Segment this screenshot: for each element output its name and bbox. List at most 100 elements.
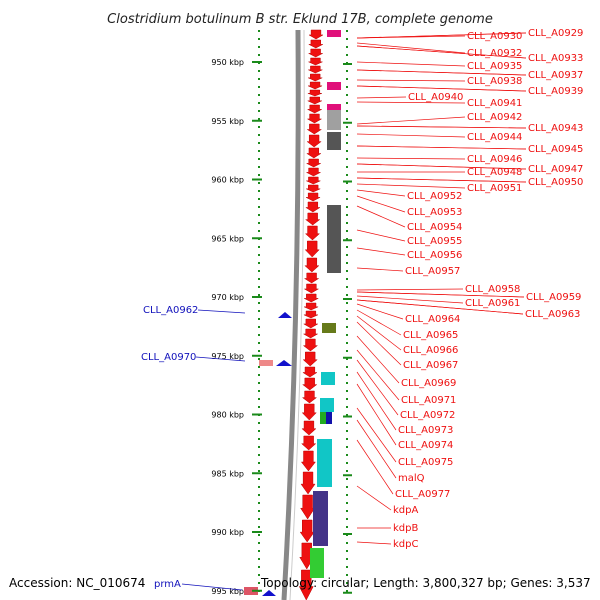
gene-label[interactable]: CLL_A0977 xyxy=(395,489,450,500)
gene-label[interactable]: CLL_A0930 xyxy=(467,31,522,42)
gene-label[interactable]: CLL_A0933 xyxy=(528,53,583,64)
gene-label[interactable]: CLL_A0954 xyxy=(407,222,462,233)
gene-label[interactable]: CLL_A0939 xyxy=(528,86,583,97)
gene-label[interactable]: CLL_A0947 xyxy=(528,164,583,175)
gene-label[interactable]: CLL_A0935 xyxy=(467,61,522,72)
gene-label[interactable]: CLL_A0956 xyxy=(407,250,462,261)
gene-arrow[interactable] xyxy=(300,471,316,495)
gene-arrow[interactable] xyxy=(308,73,323,82)
gene-arrow[interactable] xyxy=(308,65,323,74)
feature-block[interactable] xyxy=(313,491,328,546)
gene-arrow[interactable] xyxy=(308,39,323,49)
gene-arrow[interactable] xyxy=(305,201,321,213)
gene-label[interactable]: prmA xyxy=(154,579,181,590)
gene-label[interactable]: CLL_A0971 xyxy=(401,395,456,406)
feature-block[interactable] xyxy=(322,323,336,333)
gene-label[interactable]: CLL_A0929 xyxy=(528,28,583,39)
reverse-gene-marker[interactable] xyxy=(262,590,276,596)
feature-block[interactable] xyxy=(327,110,341,130)
gene-label[interactable]: CLL_A0965 xyxy=(403,330,458,341)
gene-label[interactable]: CLL_A0941 xyxy=(467,98,522,109)
gene-arrow[interactable] xyxy=(300,494,316,520)
gene-arrow[interactable] xyxy=(306,167,321,177)
gene-arrow[interactable] xyxy=(299,519,315,543)
gene-arrow[interactable] xyxy=(301,390,318,404)
reverse-gene-marker[interactable] xyxy=(278,312,292,318)
gene-label[interactable]: CLL_A0964 xyxy=(405,314,460,325)
gene-label[interactable]: CLL_A0952 xyxy=(407,191,462,202)
gene-arrow[interactable] xyxy=(307,96,322,105)
gene-label[interactable]: CLL_A0969 xyxy=(401,378,456,389)
gene-arrow[interactable] xyxy=(304,240,320,258)
gene-arrow[interactable] xyxy=(302,318,319,329)
gene-label[interactable]: CLL_A0948 xyxy=(467,167,522,178)
gene-arrow[interactable] xyxy=(303,283,320,294)
gene-arrow[interactable] xyxy=(301,435,317,451)
gene-arrow[interactable] xyxy=(304,257,320,273)
gene-arrow[interactable] xyxy=(308,29,324,40)
gene-arrow[interactable] xyxy=(306,158,321,168)
gene-label[interactable]: kdpC xyxy=(393,539,418,550)
feature-block[interactable] xyxy=(320,412,326,424)
gene-arrow[interactable] xyxy=(308,57,323,66)
gene-arrow[interactable] xyxy=(308,48,323,58)
gene-label[interactable]: CLL_A0943 xyxy=(528,123,583,134)
gene-arrow[interactable] xyxy=(306,147,322,159)
gene-label[interactable]: CLL_A0972 xyxy=(400,410,455,421)
gene-label[interactable]: CLL_A0944 xyxy=(467,132,522,143)
gene-arrow[interactable] xyxy=(302,377,318,391)
gene-arrow[interactable] xyxy=(306,134,322,148)
feature-block[interactable] xyxy=(326,412,332,424)
feature-block[interactable] xyxy=(321,372,335,385)
gene-label[interactable]: CLL_A0961 xyxy=(465,298,520,309)
gene-arrow[interactable] xyxy=(304,212,321,226)
gene-arrow[interactable] xyxy=(307,104,322,114)
feature-block[interactable] xyxy=(327,82,341,90)
gene-arrow[interactable] xyxy=(303,272,320,284)
gene-arrow[interactable] xyxy=(302,338,319,352)
gene-arrow[interactable] xyxy=(301,420,317,436)
gene-label[interactable]: CLL_A0958 xyxy=(465,284,520,295)
gene-label[interactable]: CLL_A0962 xyxy=(143,305,198,316)
gene-arrow[interactable] xyxy=(303,310,319,319)
gene-label[interactable]: CLL_A0942 xyxy=(467,112,522,123)
gene-label[interactable]: CLL_A0950 xyxy=(528,177,583,188)
feature-block[interactable] xyxy=(327,104,341,110)
gene-arrow[interactable] xyxy=(304,293,319,303)
gene-arrow[interactable] xyxy=(306,123,323,135)
gene-label[interactable]: CLL_A0953 xyxy=(407,207,462,218)
gene-arrow[interactable] xyxy=(303,302,319,311)
gene-label[interactable]: CLL_A0937 xyxy=(528,70,583,81)
gene-label[interactable]: CLL_A0970 xyxy=(141,352,196,363)
feature-block[interactable] xyxy=(310,548,324,578)
gene-label[interactable]: CLL_A0932 xyxy=(467,48,522,59)
gene-arrow[interactable] xyxy=(307,81,323,90)
gene-arrow[interactable] xyxy=(302,366,318,378)
gene-label[interactable]: malQ xyxy=(398,473,425,484)
gene-label[interactable]: CLL_A0959 xyxy=(526,292,581,303)
gene-label[interactable]: CLL_A0974 xyxy=(398,440,453,451)
gene-label[interactable]: kdpB xyxy=(393,523,418,534)
gene-arrow[interactable] xyxy=(300,450,316,472)
gene-label[interactable]: CLL_A0955 xyxy=(407,236,462,247)
gene-label[interactable]: CLL_A0973 xyxy=(398,425,453,436)
gene-label[interactable]: CLL_A0945 xyxy=(528,144,583,155)
gene-label[interactable]: CLL_A0946 xyxy=(467,154,522,165)
feature-block[interactable] xyxy=(327,205,341,273)
feature-block[interactable] xyxy=(327,30,341,37)
gene-label[interactable]: CLL_A0966 xyxy=(403,345,458,356)
gene-arrow[interactable] xyxy=(306,113,323,124)
feature-block[interactable] xyxy=(320,398,334,412)
gene-label[interactable]: CLL_A0963 xyxy=(525,309,580,320)
gene-label[interactable]: kdpA xyxy=(393,505,418,516)
gene-label[interactable]: CLL_A0967 xyxy=(403,360,458,371)
feature-block[interactable] xyxy=(317,439,332,487)
gene-arrow[interactable] xyxy=(306,184,321,193)
feature-block[interactable] xyxy=(327,132,341,150)
feature-block[interactable] xyxy=(259,360,273,366)
gene-arrow[interactable] xyxy=(307,89,323,97)
gene-arrow[interactable] xyxy=(302,351,318,367)
gene-arrow[interactable] xyxy=(302,328,319,339)
gene-arrow[interactable] xyxy=(305,192,321,202)
